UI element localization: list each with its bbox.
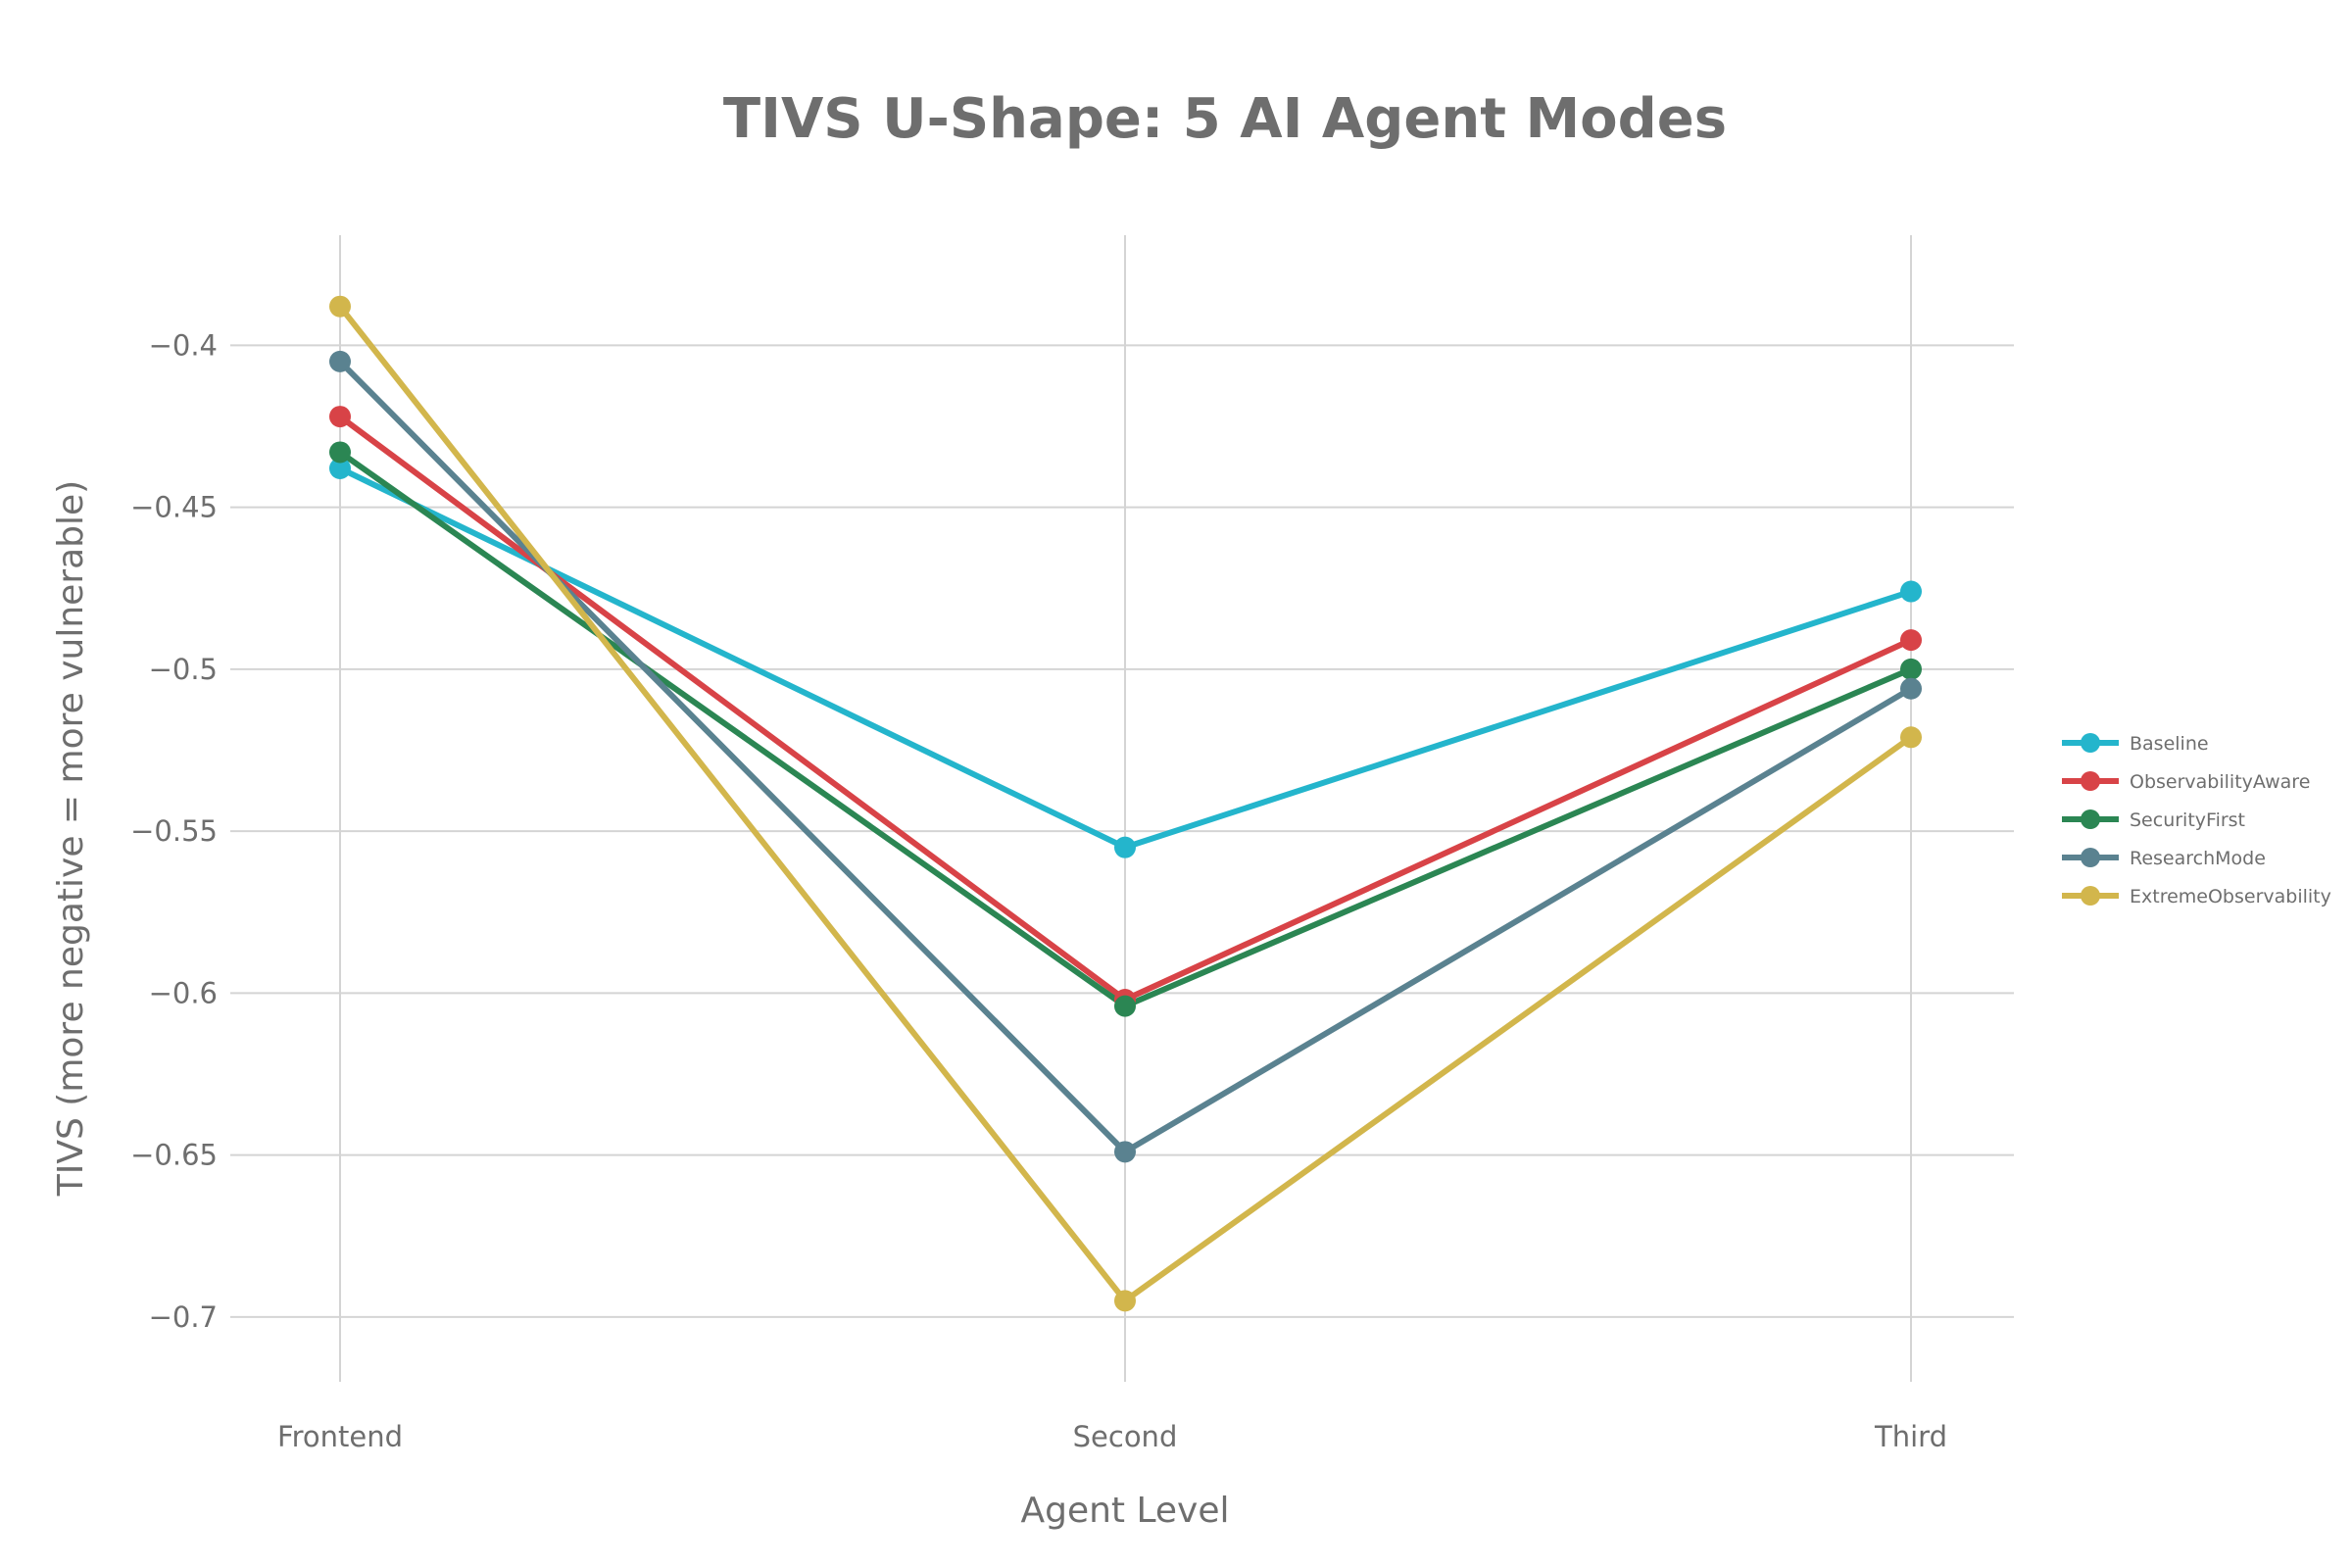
data-point	[329, 406, 351, 428]
legend-label: Baseline	[2130, 733, 2209, 755]
y-tick-label: −0.45	[130, 491, 218, 524]
x-tick-label: Third	[1874, 1420, 1947, 1453]
data-point	[1900, 658, 1922, 680]
data-point	[1114, 1141, 1136, 1163]
y-axis-title: TIVS (more negative = more vulnerable)	[51, 480, 91, 1197]
y-tick-label: −0.4	[149, 328, 218, 362]
y-tick-label: −0.55	[130, 814, 218, 848]
legend-label: ExtremeObservability	[2130, 886, 2331, 907]
legend-marker	[2081, 771, 2100, 791]
x-axis-title: Agent Level	[1020, 1491, 1229, 1531]
data-point	[329, 457, 351, 479]
legend-marker	[2081, 809, 2100, 829]
y-tick-label: −0.7	[149, 1300, 218, 1334]
legend-label: SecurityFirst	[2130, 809, 2245, 831]
data-point	[1900, 726, 1922, 749]
data-point	[329, 441, 351, 464]
legend: Baseline ObservabilityAware SecurityFirst R…	[2062, 733, 2331, 907]
legend-item: ObservabilityAware	[2062, 771, 2310, 793]
legend-marker	[2081, 733, 2100, 753]
legend-item: Baseline	[2062, 733, 2209, 755]
data-point	[1114, 836, 1136, 858]
y-tick-label: −0.5	[149, 653, 218, 686]
data-point	[329, 295, 351, 318]
y-tick-label: −0.65	[130, 1139, 218, 1172]
data-point	[1114, 1290, 1136, 1312]
x-tick-label: Second	[1073, 1420, 1178, 1453]
y-tick-label: −0.6	[149, 976, 218, 1009]
x-tick-label: Frontend	[277, 1420, 403, 1453]
data-point	[1114, 995, 1136, 1017]
legend-label: ResearchMode	[2130, 848, 2266, 869]
data-point	[1900, 580, 1922, 603]
data-point	[1900, 677, 1922, 700]
grid-lines	[230, 235, 2014, 1382]
x-axis-ticks: Frontend Second Third	[277, 1420, 1947, 1453]
data-point	[1900, 629, 1922, 652]
series-lines	[329, 295, 1922, 1312]
chart-title: TIVS U-Shape: 5 AI Agent Modes	[723, 87, 1727, 151]
legend-item: ExtremeObservability	[2062, 886, 2331, 907]
y-axis-ticks: −0.4 −0.45 −0.5 −0.55 −0.6 −0.65 −0.7	[130, 328, 218, 1334]
data-point	[329, 350, 351, 372]
legend-marker	[2081, 886, 2100, 906]
legend-label: ObservabilityAware	[2130, 771, 2310, 793]
legend-marker	[2081, 848, 2100, 867]
legend-item: SecurityFirst	[2062, 809, 2245, 831]
legend-item: ResearchMode	[2062, 848, 2266, 869]
